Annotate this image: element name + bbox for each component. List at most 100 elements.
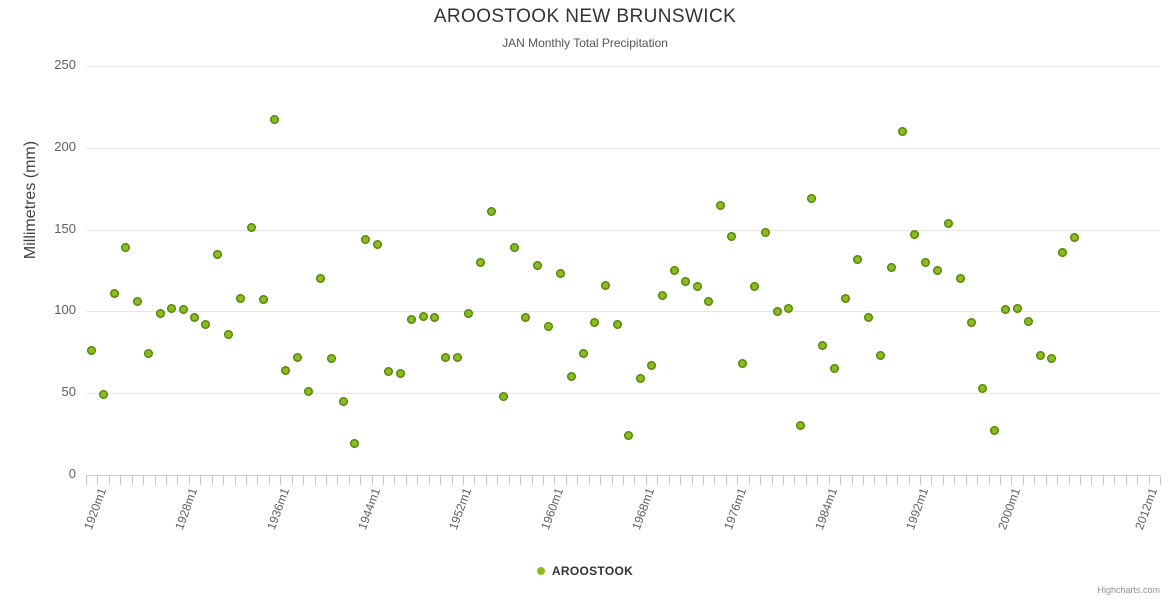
data-point[interactable] xyxy=(224,329,234,339)
data-point[interactable] xyxy=(429,313,439,323)
x-axis-tick xyxy=(771,476,773,485)
data-point[interactable] xyxy=(589,318,599,328)
data-point[interactable] xyxy=(509,243,519,253)
data-point[interactable] xyxy=(681,277,691,287)
x-axis-tick xyxy=(348,476,350,485)
x-axis-tick xyxy=(794,476,796,485)
data-point[interactable] xyxy=(749,282,759,292)
data-point[interactable] xyxy=(212,249,222,259)
data-point[interactable] xyxy=(464,308,474,318)
data-point[interactable] xyxy=(738,359,748,369)
data-point[interactable] xyxy=(235,293,245,303)
data-point[interactable] xyxy=(350,439,359,449)
data-point[interactable] xyxy=(167,303,177,313)
data-point[interactable] xyxy=(304,387,314,397)
x-axis-tick xyxy=(702,476,704,485)
data-point[interactable] xyxy=(715,200,725,210)
data-point[interactable] xyxy=(487,207,497,217)
data-point[interactable] xyxy=(841,293,851,303)
data-point[interactable] xyxy=(201,319,211,329)
data-point[interactable] xyxy=(578,349,588,359)
x-axis-tick xyxy=(1148,476,1150,485)
data-point[interactable] xyxy=(418,311,428,321)
data-point[interactable] xyxy=(1046,354,1056,364)
x-axis-tick xyxy=(280,476,282,485)
data-point[interactable] xyxy=(1035,351,1045,361)
data-point[interactable] xyxy=(555,269,565,279)
legend-item-aroostook[interactable]: AROOSTOOK xyxy=(536,563,633,578)
data-point[interactable] xyxy=(315,274,325,284)
data-point[interactable] xyxy=(567,372,577,382)
data-point[interactable] xyxy=(110,288,120,298)
data-point[interactable] xyxy=(864,313,874,323)
data-point[interactable] xyxy=(818,341,828,351)
data-point[interactable] xyxy=(132,297,142,307)
x-axis-tick xyxy=(748,476,750,485)
data-point[interactable] xyxy=(1001,305,1011,315)
data-point[interactable] xyxy=(761,228,771,238)
data-point[interactable] xyxy=(932,266,942,275)
data-point[interactable] xyxy=(624,431,634,441)
data-point[interactable] xyxy=(887,262,896,272)
data-point[interactable] xyxy=(395,369,405,379)
data-point[interactable] xyxy=(635,373,645,383)
data-point[interactable] xyxy=(612,319,622,329)
data-point[interactable] xyxy=(704,297,714,307)
data-point[interactable] xyxy=(1058,248,1068,257)
data-point[interactable] xyxy=(955,274,965,284)
data-point[interactable] xyxy=(544,321,554,331)
x-axis-tick xyxy=(531,476,533,485)
data-point[interactable] xyxy=(87,346,97,356)
data-point[interactable] xyxy=(966,318,976,328)
data-point[interactable] xyxy=(875,351,885,361)
data-point[interactable] xyxy=(1012,303,1022,313)
data-point[interactable] xyxy=(772,306,782,316)
data-point[interactable] xyxy=(270,115,280,125)
data-point[interactable] xyxy=(407,315,417,325)
data-point[interactable] xyxy=(178,305,188,315)
credits-link[interactable]: Highcharts.com xyxy=(1097,585,1160,595)
data-point[interactable] xyxy=(372,239,382,249)
data-point[interactable] xyxy=(292,352,302,362)
data-point[interactable] xyxy=(190,313,200,323)
data-point[interactable] xyxy=(281,365,291,375)
x-axis-tick xyxy=(371,476,373,485)
data-point[interactable] xyxy=(944,218,954,228)
data-point[interactable] xyxy=(784,303,794,313)
data-point[interactable] xyxy=(498,391,508,401)
data-point[interactable] xyxy=(361,234,371,244)
data-point[interactable] xyxy=(1024,316,1034,326)
data-point[interactable] xyxy=(338,396,348,406)
data-point[interactable] xyxy=(258,295,268,305)
data-point[interactable] xyxy=(98,390,108,400)
data-point[interactable] xyxy=(909,230,919,239)
data-point[interactable] xyxy=(989,426,999,436)
data-point[interactable] xyxy=(1069,233,1079,243)
data-point[interactable] xyxy=(475,257,485,267)
data-point[interactable] xyxy=(532,261,542,271)
data-point[interactable] xyxy=(829,364,839,374)
data-point[interactable] xyxy=(121,243,131,253)
data-point[interactable] xyxy=(452,352,462,362)
data-point[interactable] xyxy=(155,308,165,318)
data-point[interactable] xyxy=(441,352,451,362)
x-axis-tick xyxy=(931,476,933,485)
data-point[interactable] xyxy=(521,313,531,323)
data-point[interactable] xyxy=(807,194,817,204)
data-point[interactable] xyxy=(247,223,257,233)
data-point[interactable] xyxy=(144,349,154,359)
x-axis-tick-label: 1920m1 xyxy=(80,486,109,532)
data-point[interactable] xyxy=(327,354,337,364)
data-point[interactable] xyxy=(658,290,668,300)
data-point[interactable] xyxy=(795,421,805,431)
data-point[interactable] xyxy=(727,231,737,241)
data-point[interactable] xyxy=(898,126,908,136)
data-point[interactable] xyxy=(852,254,862,264)
data-point[interactable] xyxy=(647,360,657,370)
data-point[interactable] xyxy=(601,280,611,290)
data-point[interactable] xyxy=(978,383,988,393)
data-point[interactable] xyxy=(384,367,394,377)
data-point[interactable] xyxy=(692,282,702,292)
data-point[interactable] xyxy=(921,257,931,267)
data-point[interactable] xyxy=(669,266,679,275)
